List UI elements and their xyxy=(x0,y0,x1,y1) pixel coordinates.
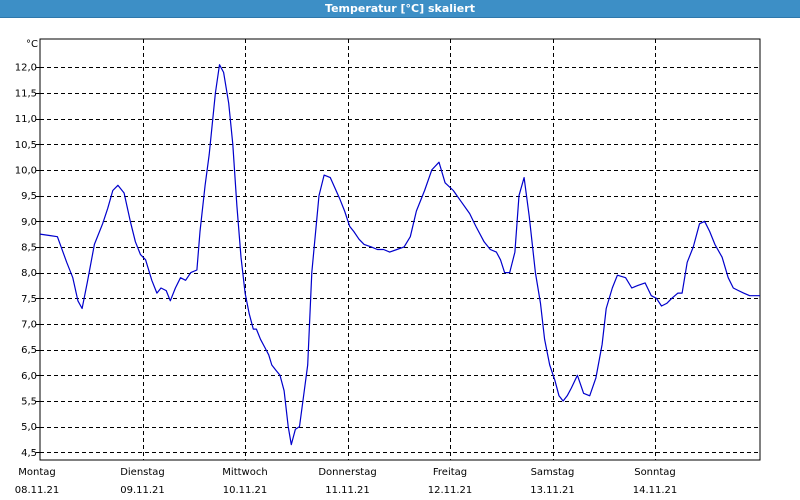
y-axis-unit-label: °C xyxy=(26,39,38,50)
y-axis: °C 4,5 5,0 5,5 6,0 6,5 7,0 7,5 8,0 8,5 9,0 9,5 10,0 1… xyxy=(15,39,40,459)
x-day-label: Freitag xyxy=(433,467,467,478)
temperature-chart: °C 4,5 5,0 5,5 6,0 6,5 7,0 7,5 8,0 8,5 9,0 9,5 10,0 1… xyxy=(15,38,761,496)
y-tick-label: 9,5 xyxy=(21,191,37,202)
plot-frame xyxy=(39,38,761,461)
x-axis: Montag 08.11.21 Dienstag 09.11.21 Mittwoch 10… xyxy=(15,467,678,496)
x-date-label: 10.11.21 xyxy=(223,485,268,496)
series-group xyxy=(39,64,760,446)
y-tick-label: 6,0 xyxy=(21,371,37,382)
y-tick-label: 9,0 xyxy=(21,217,37,228)
y-tick-label: 5,0 xyxy=(21,422,37,433)
x-date-label: 08.11.21 xyxy=(15,485,60,496)
x-day-label: Montag xyxy=(18,467,55,478)
x-day-label: Dienstag xyxy=(120,467,165,478)
x-date-label: 14.11.21 xyxy=(633,485,678,496)
y-tick-label: 5,5 xyxy=(21,396,37,407)
y-tick-label: 7,5 xyxy=(21,294,37,305)
x-date-label: 12.11.21 xyxy=(428,485,473,496)
y-tick-label: 12,0 xyxy=(15,63,37,74)
y-tick-label: 11,0 xyxy=(15,114,37,125)
x-day-label: Donnerstag xyxy=(318,467,376,478)
y-tick-label: 10,0 xyxy=(15,165,37,176)
x-day-label: Mittwoch xyxy=(222,467,267,478)
x-date-label: 13.11.21 xyxy=(530,485,575,496)
x-day-label: Samstag xyxy=(531,467,575,478)
y-tick-label: 8,5 xyxy=(21,242,37,253)
y-tick-label: 11,5 xyxy=(15,88,37,99)
y-tick-label: 8,0 xyxy=(21,268,37,279)
temperature-line xyxy=(39,64,760,446)
x-date-label: 11.11.21 xyxy=(325,485,370,496)
y-tick-label: 4,5 xyxy=(21,448,37,459)
plot-area xyxy=(39,38,761,461)
grid xyxy=(40,39,760,460)
x-date-label: 09.11.21 xyxy=(120,485,165,496)
y-tick-label: 7,0 xyxy=(21,319,37,330)
x-day-label: Sonntag xyxy=(634,467,676,478)
y-tick-label: 6,5 xyxy=(21,345,37,356)
window-title: Temperatur [°C] skaliert xyxy=(0,0,800,18)
y-tick-label: 10,5 xyxy=(15,140,37,151)
